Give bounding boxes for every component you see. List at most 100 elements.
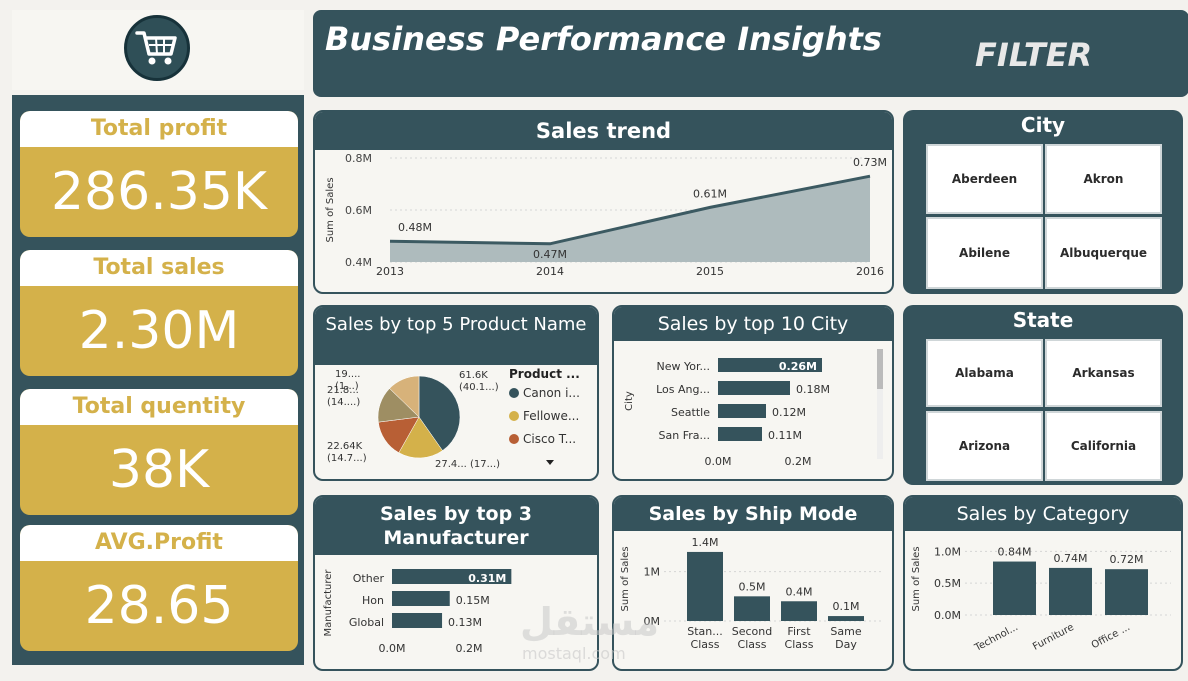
slice-label: (1...) xyxy=(335,381,359,392)
product-pie-card: Sales by top 5 Product Name 61.6K (40.1..… xyxy=(313,305,599,481)
y-tick-label: 0.5M xyxy=(934,577,961,590)
slicer-option[interactable]: Aberdeen xyxy=(926,144,1043,214)
kpi-label: Total quentity xyxy=(20,389,298,425)
chevron-down-icon xyxy=(546,460,554,465)
x-tick-label: 2014 xyxy=(536,265,564,278)
title-bar xyxy=(313,10,1188,97)
x-tick-label: 0.0M xyxy=(705,455,732,468)
data-label: 0.1M xyxy=(833,600,860,613)
slicer-option[interactable]: Albuquerque xyxy=(1045,217,1162,289)
bar xyxy=(734,596,770,621)
slicer-option[interactable]: Akron xyxy=(1045,144,1162,214)
slice-label: 19.... xyxy=(335,369,360,380)
y-tick-label: 0.0M xyxy=(934,609,961,622)
x-tick-label: Stan... xyxy=(687,625,723,638)
kpi-total-sales: Total sales 2.30M xyxy=(20,250,298,376)
page-title: Business Performance Insights xyxy=(325,20,882,58)
ship-mode-chart: 0M1M1.4MStan...Class0.5MSecondClass0.4MF… xyxy=(620,536,882,651)
x-tick-label: 0.2M xyxy=(456,642,483,655)
x-tick-label: 2015 xyxy=(696,265,724,278)
x-tick-label: Second xyxy=(732,625,772,638)
x-tick-label: Day xyxy=(835,638,857,651)
slicer-option[interactable]: Alabama xyxy=(926,339,1043,407)
slicer-option[interactable]: Arkansas xyxy=(1045,339,1162,407)
kpi-label: Total sales xyxy=(20,250,298,286)
x-tick-label: Class xyxy=(691,638,720,651)
data-label: 0.11M xyxy=(768,429,802,442)
y-axis-title: Sum of Sales xyxy=(620,546,631,611)
sales-trend-chart: 0.4M 0.6M 0.8M 0.48M 2013 0.47M 2014 0.61M 2015 0… xyxy=(325,152,887,278)
sales-trend-card: Sales trend 0.4M 0.6M 0.8M 0.48M 2013 0.47M 20… xyxy=(313,110,894,294)
x-tick-label: Office ... xyxy=(1090,622,1132,651)
data-label: 0.74M xyxy=(1054,552,1088,565)
bar xyxy=(392,613,443,628)
x-tick-label: Technol... xyxy=(972,622,1020,654)
scrollbar-thumb xyxy=(877,349,883,389)
bar xyxy=(718,358,822,372)
bar xyxy=(718,404,766,418)
city-slicer: City Aberdeen Akron Abilene Albuquerque xyxy=(903,110,1183,294)
y-tick-label: 1M xyxy=(644,566,661,579)
slicer-title: City xyxy=(1020,113,1066,137)
top-city-card: Sales by top 10 City New Yor... 0.26M Los … xyxy=(612,305,894,481)
category-label: New Yor... xyxy=(657,360,710,373)
kpi-value: 38K xyxy=(108,440,210,500)
x-tick-label: 2016 xyxy=(856,265,884,278)
y-axis-title: City xyxy=(624,391,635,411)
data-label: 0.13M xyxy=(448,616,482,629)
area-fill xyxy=(390,176,870,262)
category-label: San Fra... xyxy=(659,429,710,442)
slicer-option[interactable]: Abilene xyxy=(926,217,1043,289)
category-label: Other xyxy=(353,572,385,585)
data-label: 1.4M xyxy=(692,536,719,549)
kpi-label: AVG.Profit xyxy=(20,525,298,561)
category-label: Global xyxy=(349,616,384,629)
x-tick-label: Same xyxy=(830,625,861,638)
top-city-chart: New Yor... 0.26M Los Ang... 0.18M Seattle 0.1… xyxy=(624,349,883,468)
ship-mode-card: Sales by Ship Mode 0M 1M 1.4M Stan... Class 0… xyxy=(612,495,894,671)
y-tick-label: 0M xyxy=(644,615,661,628)
pie-slice xyxy=(418,375,461,451)
slicer-title: State xyxy=(1012,308,1074,332)
scrollbar xyxy=(877,349,883,459)
watermark-url: mostaql.com xyxy=(522,644,626,663)
data-label: 0.5M xyxy=(739,580,766,593)
legend-label: Cisco T... xyxy=(523,432,576,446)
chart-title: Sales by top 3 Manufacturer xyxy=(315,497,597,555)
bar xyxy=(718,427,762,441)
bar xyxy=(993,561,1036,615)
kpi-total-quantity: Total quentity 38K xyxy=(20,389,298,515)
product-pie-chart: 61.6K(40.1...) 27.4... (17...) 22.64K(14.7… xyxy=(327,367,580,470)
bar xyxy=(718,381,790,395)
category-chart: 0.0M 0.5M 1.0M 0.84M Technol... 0.74M Furnitur… xyxy=(911,545,1171,654)
x-tick-label: 0.2M xyxy=(785,455,812,468)
slicer-option[interactable]: Arizona xyxy=(926,411,1043,481)
x-tick-label: 2013 xyxy=(376,265,404,278)
chart-title: Sales by top 5 Product Name xyxy=(315,307,597,365)
bar xyxy=(828,616,864,621)
data-label: 0.18M xyxy=(796,383,830,396)
slicer-option[interactable]: California xyxy=(1045,411,1162,481)
chart-title: Sales by Ship Mode xyxy=(614,497,892,531)
category-label: Hon xyxy=(362,594,384,607)
slice-label: (14.7...) xyxy=(327,453,367,464)
bar xyxy=(781,601,817,621)
slice-label: 27.4... (17...) xyxy=(435,459,500,470)
x-tick-label: Class xyxy=(738,638,767,651)
kpi-value: 286.35K xyxy=(50,162,268,222)
x-tick-label: Class xyxy=(785,638,814,651)
category-label: Los Ang... xyxy=(656,383,710,396)
y-axis-title: Sum of Sales xyxy=(325,177,336,242)
bar xyxy=(1049,567,1092,615)
legend-label: Canon i... xyxy=(523,386,580,400)
bar xyxy=(392,591,450,606)
slice-label: 61.6K xyxy=(459,370,488,381)
y-axis-title: Manufacturer xyxy=(323,569,334,637)
data-label: 0.31M xyxy=(468,572,506,585)
state-slicer: State Alabama Arkansas Arizona Californi… xyxy=(903,305,1183,485)
category-label: Seattle xyxy=(671,406,710,419)
y-axis-title: Sum of Sales xyxy=(911,546,922,611)
legend-marker xyxy=(509,388,519,398)
manufacturer-chart: Other 0.31M Hon 0.15M Global 0.13M 0.0M 0.2M Man… xyxy=(323,569,512,655)
x-tick-label: 0.0M xyxy=(379,642,406,655)
